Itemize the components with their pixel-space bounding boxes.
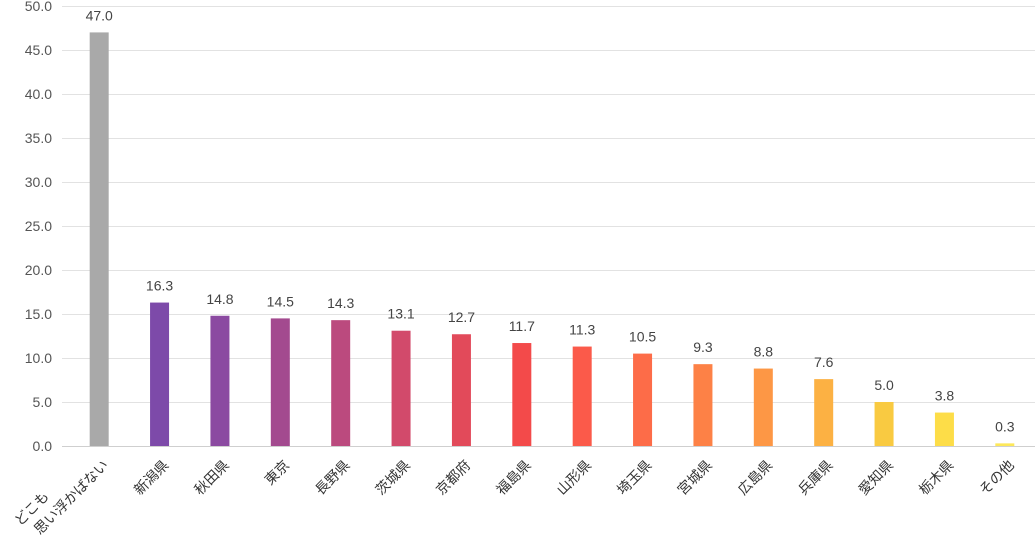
x-tick-label: 宮城県 (674, 457, 715, 498)
x-tick-label: 栃木県 (916, 457, 957, 498)
x-tick-label: 茨城県 (372, 457, 413, 498)
x-tick-label: どこも思い浮かばない (11, 443, 111, 543)
bar (874, 402, 894, 446)
y-tick-label: 20.0 (25, 262, 52, 278)
y-tick-label: 5.0 (33, 394, 53, 410)
x-tick-label: 福島県 (493, 457, 534, 498)
bar (572, 346, 592, 446)
x-tick-label: 愛知県 (855, 457, 896, 498)
value-label: 47.0 (86, 7, 113, 23)
value-label: 8.8 (754, 344, 774, 360)
x-tick-label: 東京 (261, 457, 292, 488)
value-label: 9.3 (693, 339, 713, 355)
bar (512, 343, 532, 446)
x-tick-label: その他 (976, 457, 1017, 498)
y-tick-label: 0.0 (33, 438, 53, 454)
bar (150, 302, 170, 446)
bar (451, 334, 471, 446)
value-label: 13.1 (387, 306, 414, 322)
bar (934, 412, 954, 446)
x-tick-label: 新潟県 (131, 457, 172, 498)
y-tick-label: 40.0 (25, 86, 52, 102)
value-label: 3.8 (935, 388, 955, 404)
bar (270, 318, 290, 446)
bar (633, 353, 653, 446)
bar (331, 320, 351, 446)
x-tick-label: 京都府 (433, 457, 474, 498)
y-tick-label: 15.0 (25, 306, 52, 322)
y-tick-label: 50.0 (25, 0, 52, 14)
bar (210, 315, 230, 446)
x-tick-label: 秋田県 (191, 457, 232, 498)
y-tick-label: 35.0 (25, 130, 52, 146)
bar (693, 364, 713, 446)
bar (814, 379, 834, 446)
bar (753, 368, 773, 446)
value-label: 11.3 (569, 322, 595, 338)
bars (89, 32, 1015, 447)
value-label: 5.0 (874, 377, 894, 393)
bar (89, 32, 109, 447)
bar (995, 443, 1015, 446)
y-tick-label: 45.0 (25, 42, 52, 58)
value-label: 14.5 (267, 293, 294, 309)
value-labels: 47.0 16.3 14.8 14.5 14.3 13.1 12.7 11.7 11.3 10.5… (86, 7, 1015, 434)
y-tick-label: 10.0 (25, 350, 52, 366)
value-label: 0.3 (995, 418, 1015, 434)
x-tick-label: 山形県 (553, 457, 594, 498)
x-tick-label: 広島県 (734, 457, 775, 498)
value-label: 11.7 (509, 318, 535, 334)
x-tick-label: 埼玉県 (614, 457, 655, 498)
x-tick-label: 長野県 (312, 457, 353, 498)
x-tick-label: 兵庫県 (795, 457, 836, 498)
x-axis: どこも思い浮かばない 新潟県 秋田県 東京 長野県 茨城県 京都府 福島県 山形県 埼玉県 宮城県広… (11, 443, 1017, 543)
y-tick-label: 25.0 (25, 218, 52, 234)
value-label: 12.7 (448, 309, 475, 325)
value-label: 7.6 (814, 354, 834, 370)
y-tick-label: 30.0 (25, 174, 52, 190)
bar (391, 330, 411, 446)
y-axis: 0.0 5.0 10.0 15.0 20.0 25.0 30.0 35.0 40.0 45.0 50… (25, 0, 52, 454)
value-label: 14.8 (206, 291, 233, 307)
value-label: 16.3 (146, 278, 173, 294)
value-label: 14.3 (327, 295, 354, 311)
value-label: 10.5 (629, 329, 656, 345)
